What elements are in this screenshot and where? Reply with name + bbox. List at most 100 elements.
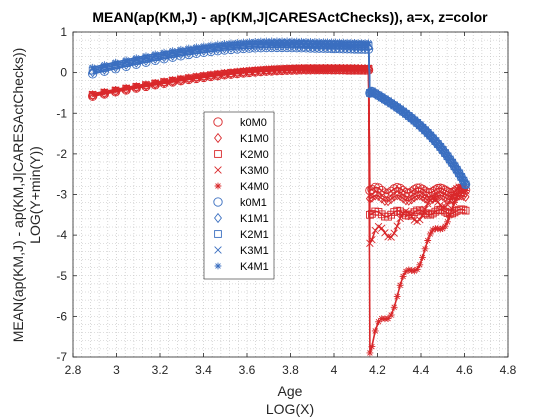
plot-area [72,31,509,358]
data-point-K4M0 [451,198,458,206]
data-point-K4M0 [421,245,429,253]
data-point-K4M0 [448,205,456,213]
data-point-K4M1 [302,37,310,45]
data-point-K4M0 [393,293,401,300]
data-point-K4M1 [343,38,351,46]
y-tick-label: -2 [56,147,67,161]
data-point-K3M0 [421,205,429,214]
data-point-K4M1 [368,88,376,95]
data-point-K4M1 [399,108,407,116]
data-point-K4M1 [336,38,343,46]
data-point-K4M1 [429,134,437,142]
y-axis-label: MEAN(ap(KM,J) - ap(KM,J|CARESActChecks)) [10,48,26,343]
data-point-K3M0 [446,197,454,205]
data-point-K4M0 [278,64,286,72]
data-point-K1M0 [428,193,437,205]
data-point-K4M1 [402,110,410,118]
data-point-K4M0 [426,230,434,238]
data-point-K4M0 [307,63,314,71]
data-point-K1M0 [413,190,422,201]
legend-label-K3M0: K3M0 [240,165,269,177]
data-point-K4M1 [221,40,228,47]
data-point-K4M0 [251,66,259,73]
data-point-K4M0 [413,265,421,273]
y-tick-label: -3 [56,188,67,202]
data-point-K3M0 [396,214,404,223]
data-point-K4M1 [200,42,208,50]
data-point-K4M1 [240,38,247,46]
data-point-K4M0 [207,70,215,78]
data-point-k0M0 [383,188,393,198]
data-point-K4M1 [365,39,372,47]
y-tick-label: -6 [56,309,67,323]
x-axis-sublabel: LOG(X) [266,401,314,417]
data-point-K1M0 [415,190,424,201]
legend-marker-K2M0 [214,150,222,158]
data-point-K4M0 [339,64,347,71]
data-point-K3M0 [418,211,427,219]
data-point-K4M1 [324,38,331,46]
data-point-K4M1 [384,97,392,105]
data-point-K4M0 [387,311,395,319]
data-point-K4M0 [366,349,374,357]
data-point-K4M0 [384,315,392,322]
data-point-K4M1 [405,112,413,120]
data-point-K4M1 [177,45,185,53]
y-tick-label: 0 [60,66,67,80]
data-point-K4M1 [462,181,470,188]
data-point-K4M0 [416,261,424,269]
data-point-K4M0 [358,64,366,71]
data-point-K4M1 [315,38,323,46]
data-point-K4M1 [332,38,339,46]
legend-marker-k0M0 [213,117,223,127]
data-point-k0M0 [380,188,390,198]
legend-marker-k0M1 [213,197,223,207]
x-tick-label: 4.2 [369,363,386,377]
data-point-K4M1 [441,149,449,157]
data-point-K4M1 [448,159,456,167]
data-point-k0M0 [415,183,425,193]
data-point-K4M1 [245,38,253,46]
data-point-K2M0 [461,206,470,215]
data-point-K4M1 [393,104,401,111]
data-point-K4M1 [278,37,286,45]
data-point-K4M1 [262,37,270,45]
x-tick-label: 3.4 [195,363,212,377]
data-point-K4M0 [396,281,404,289]
data-point-K3M0 [448,192,456,201]
data-point-K1M0 [407,194,416,205]
data-point-K3M0 [390,229,398,237]
data-point-K3M0 [384,233,392,241]
data-point-K4M0 [436,225,444,233]
data-point-K4M0 [112,86,119,93]
data-point-K4M0 [368,343,376,351]
data-point-K4M0 [361,64,369,72]
data-point-K4M1 [214,40,222,48]
data-point-K1M0 [390,191,399,202]
data-point-K4M1 [457,173,465,181]
legend-marker-K3M0 [214,166,222,174]
data-point-K4M0 [192,72,200,80]
legend-marker-K3M1 [214,246,222,254]
data-point-K4M1 [122,56,130,64]
legend-label-K3M1: K3M1 [240,245,269,257]
chart-title: MEAN(ap(KM,J) - ap(KM,J|CARESActChecks))… [92,9,488,25]
data-point-K2M0 [431,207,440,216]
data-point-K4M0 [298,64,305,71]
data-point-K4M0 [444,218,451,226]
y-tick-label: -4 [56,228,67,242]
data-point-K4M0 [257,65,265,73]
data-point-K4M1 [347,38,355,46]
data-point-K3M0 [393,222,401,230]
data-point-K4M0 [347,64,355,71]
y-axis-ticks: -7 -6 -5 -4 -3 -2 -1 0 1 [56,25,508,364]
x-tick-label: 3.8 [282,363,299,377]
data-point-K4M1 [351,39,358,46]
data-point-K4M1 [185,44,193,52]
data-point-K4M1 [431,137,439,145]
data-point-K4M1 [132,54,140,62]
data-point-K4M1 [233,39,241,46]
data-point-K4M0 [151,78,159,86]
data-point-K4M0 [293,64,301,71]
